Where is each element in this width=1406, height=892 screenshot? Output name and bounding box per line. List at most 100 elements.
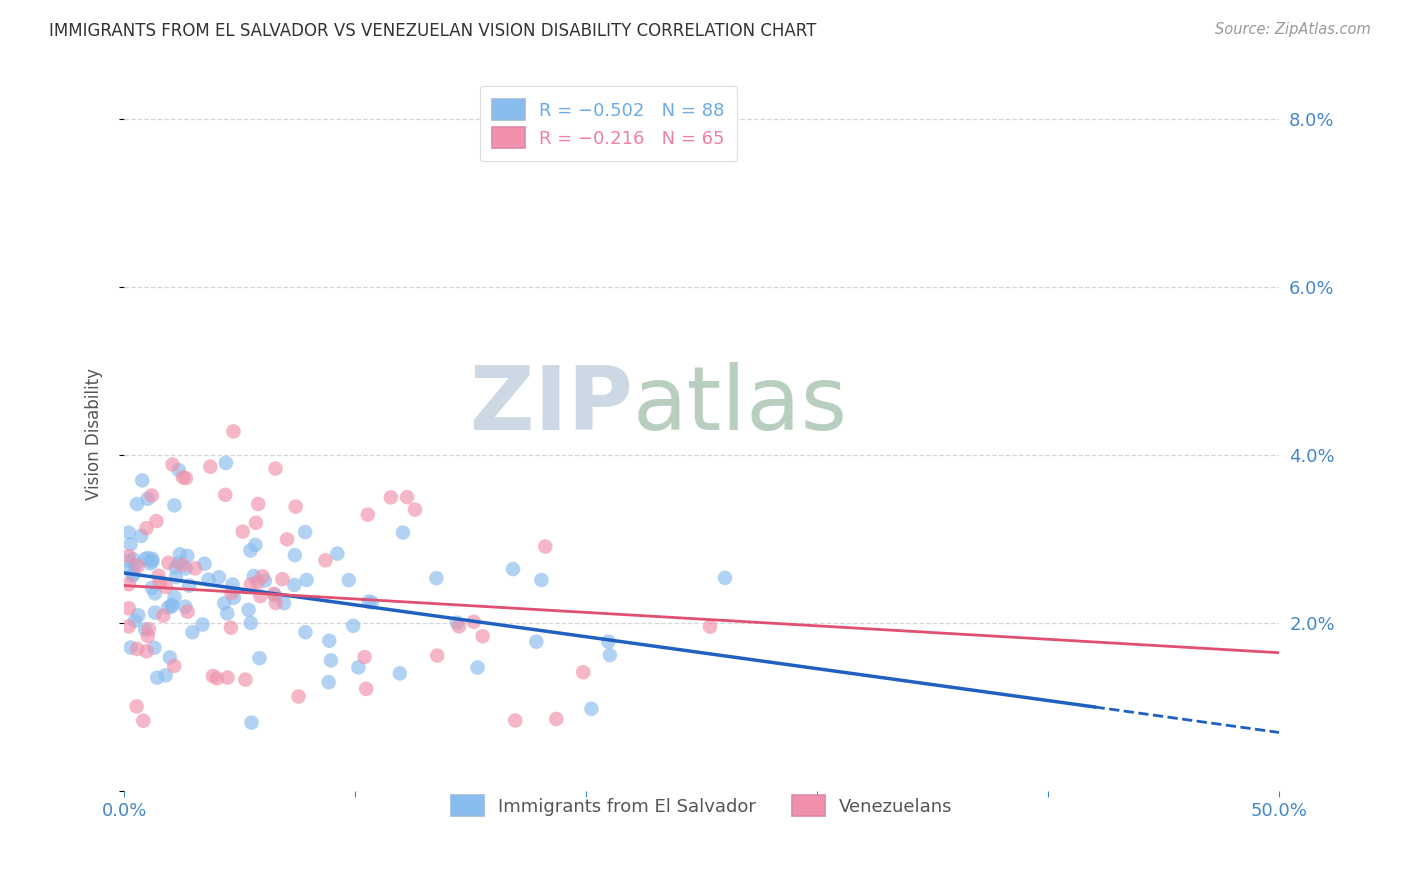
Point xyxy=(426,648,449,663)
Point xyxy=(125,497,148,511)
Point xyxy=(165,560,187,574)
Point xyxy=(284,500,307,514)
Point xyxy=(160,598,183,612)
Point xyxy=(217,671,239,685)
Point xyxy=(252,569,274,583)
Point xyxy=(172,558,194,572)
Y-axis label: Vision Disability: Vision Disability xyxy=(86,368,103,500)
Point xyxy=(239,543,262,558)
Point xyxy=(141,555,163,569)
Point xyxy=(146,671,169,685)
Point xyxy=(357,595,380,609)
Point xyxy=(167,556,190,570)
Point xyxy=(118,601,141,615)
Point xyxy=(503,714,526,728)
Point xyxy=(699,620,721,634)
Point xyxy=(239,615,262,630)
Point xyxy=(134,552,156,566)
Point xyxy=(284,548,307,562)
Point xyxy=(201,669,224,683)
Point xyxy=(141,551,163,566)
Point xyxy=(118,619,141,633)
Point xyxy=(294,524,316,539)
Point xyxy=(404,502,426,516)
Point xyxy=(136,629,159,643)
Point xyxy=(118,525,141,540)
Text: atlas: atlas xyxy=(633,362,848,450)
Point xyxy=(169,547,191,561)
Point xyxy=(165,570,187,584)
Point xyxy=(471,629,494,643)
Point xyxy=(221,577,243,591)
Point xyxy=(463,615,485,629)
Point xyxy=(245,516,267,530)
Point xyxy=(121,569,143,583)
Point xyxy=(221,586,243,600)
Point xyxy=(425,571,447,585)
Point xyxy=(232,524,254,539)
Point xyxy=(172,470,194,484)
Point xyxy=(208,570,231,584)
Point xyxy=(263,587,285,601)
Point xyxy=(176,605,198,619)
Point xyxy=(148,568,170,582)
Point xyxy=(246,575,269,590)
Point xyxy=(294,625,316,640)
Point xyxy=(235,673,257,687)
Point xyxy=(283,578,305,592)
Point xyxy=(181,625,204,640)
Point xyxy=(318,675,340,690)
Point xyxy=(314,553,336,567)
Point xyxy=(141,489,163,503)
Point xyxy=(318,633,340,648)
Point xyxy=(247,497,270,511)
Point xyxy=(143,586,166,600)
Point xyxy=(263,588,285,602)
Point xyxy=(388,666,411,681)
Point xyxy=(163,590,186,604)
Point xyxy=(163,499,186,513)
Point xyxy=(271,572,294,586)
Point xyxy=(149,575,172,590)
Text: Source: ZipAtlas.com: Source: ZipAtlas.com xyxy=(1215,22,1371,37)
Point xyxy=(319,653,342,667)
Point xyxy=(129,529,152,543)
Point xyxy=(264,461,287,475)
Point xyxy=(276,533,298,547)
Point xyxy=(174,599,197,614)
Point xyxy=(163,659,186,673)
Point xyxy=(124,614,146,628)
Point xyxy=(524,634,547,648)
Point xyxy=(581,702,603,716)
Point xyxy=(447,619,470,633)
Point xyxy=(392,525,415,540)
Point xyxy=(162,458,184,472)
Point xyxy=(222,591,245,605)
Point xyxy=(134,623,156,637)
Point xyxy=(124,558,146,573)
Point xyxy=(249,651,271,665)
Point xyxy=(174,471,197,485)
Point xyxy=(118,562,141,576)
Point xyxy=(138,622,160,636)
Point xyxy=(219,621,242,635)
Point xyxy=(152,608,174,623)
Point xyxy=(135,644,157,658)
Point xyxy=(160,599,183,614)
Point xyxy=(354,681,377,696)
Point xyxy=(167,463,190,477)
Point xyxy=(135,521,157,535)
Point xyxy=(467,660,489,674)
Point xyxy=(136,551,159,566)
Point xyxy=(155,668,177,682)
Point xyxy=(240,715,263,730)
Point xyxy=(184,561,207,575)
Point xyxy=(222,425,245,439)
Point xyxy=(546,712,568,726)
Point xyxy=(446,615,468,630)
Point xyxy=(360,595,382,609)
Point xyxy=(179,578,201,592)
Point xyxy=(502,562,524,576)
Point xyxy=(530,573,553,587)
Point xyxy=(118,577,141,591)
